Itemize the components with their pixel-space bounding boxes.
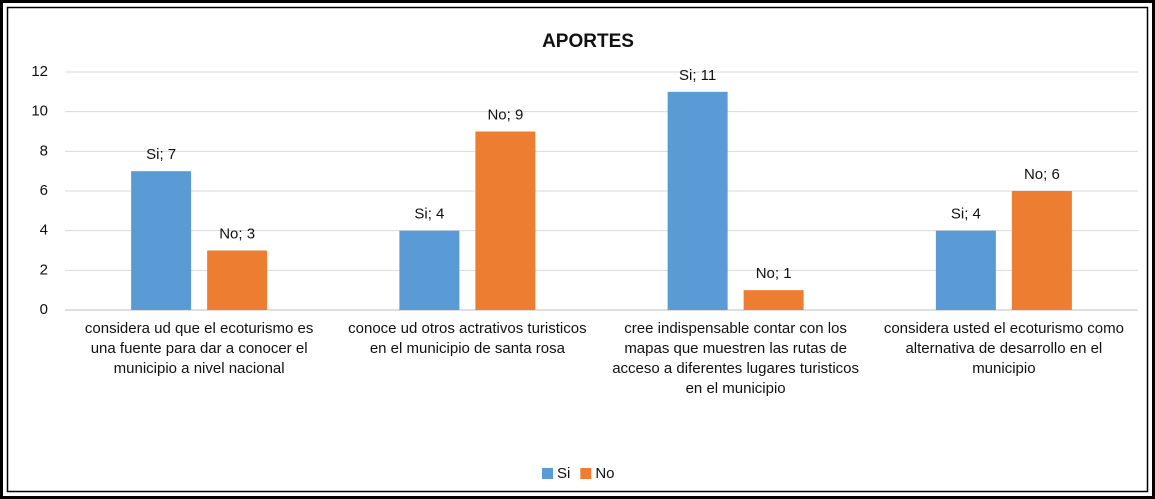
bar xyxy=(935,230,996,310)
bar xyxy=(475,131,536,310)
bar xyxy=(667,91,728,310)
y-tick-label: 8 xyxy=(40,142,48,159)
bar xyxy=(399,230,460,310)
bar xyxy=(1011,191,1072,310)
y-tick-label: 12 xyxy=(31,63,48,80)
x-tick-label: considera usted el ecoturismo como alter… xyxy=(883,320,1124,377)
data-label: No; 9 xyxy=(487,106,523,123)
y-tick-label: 2 xyxy=(40,261,48,278)
legend-swatch xyxy=(542,468,553,479)
legend-swatch xyxy=(580,468,592,479)
y-tick-label: 10 xyxy=(31,103,48,120)
data-label: No; 1 xyxy=(756,265,792,282)
bar xyxy=(131,171,192,310)
bar xyxy=(207,250,268,310)
y-tick-label: 0 xyxy=(40,301,48,318)
data-label: Si; 11 xyxy=(679,67,716,84)
chart-title: APORTES xyxy=(542,31,634,52)
data-label: No; 6 xyxy=(1024,166,1060,183)
data-label: Si; 4 xyxy=(414,206,444,223)
y-tick-label: 6 xyxy=(40,182,48,199)
data-label: Si; 7 xyxy=(146,146,176,163)
data-label: Si; 4 xyxy=(951,206,981,223)
inner-frame xyxy=(6,6,1149,493)
bar xyxy=(743,290,804,310)
x-tick-label: conoce ud otros actrativos turisticos en… xyxy=(348,320,587,357)
y-tick-label: 4 xyxy=(40,222,48,239)
x-tick-label: cree indispensable contar con los mapas … xyxy=(612,320,860,397)
x-tick-label: considera ud que el ecoturismo es una fu… xyxy=(84,320,314,377)
data-label: No; 3 xyxy=(219,225,255,242)
legend-label: Si xyxy=(557,465,570,482)
legend-label: No xyxy=(595,465,614,482)
